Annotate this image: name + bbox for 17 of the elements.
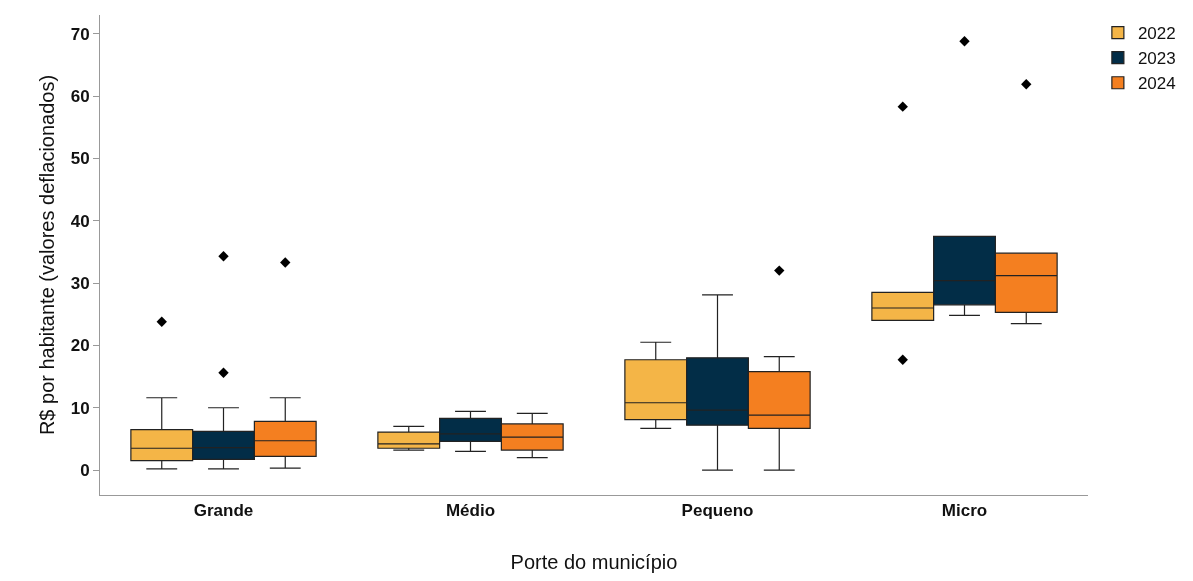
y-tick-label: 10 [70,398,90,418]
y-tick-label: 20 [70,336,90,356]
legend-label: 2022 [1137,24,1176,44]
x-axis-title: Porte do município [510,550,678,573]
legend-label: 2024 [1137,74,1176,94]
x-tick-label: Grande [193,501,254,521]
y-axis-title: R$ por habitante (valores deflacionados) [36,74,59,436]
x-tick-label: Médio [445,501,496,521]
y-tick-label: 50 [70,149,90,169]
y-tick-label: 30 [70,274,90,293]
x-tick-label: Pequeno [681,501,754,521]
y-tick-label: 0 [80,461,90,481]
x-tick-label: Micro [941,501,988,521]
legend-label: 2023 [1137,49,1176,69]
y-tick-label: 40 [70,211,90,231]
y-tick-label: 60 [70,86,90,106]
y-tick-label: 70 [70,24,90,44]
